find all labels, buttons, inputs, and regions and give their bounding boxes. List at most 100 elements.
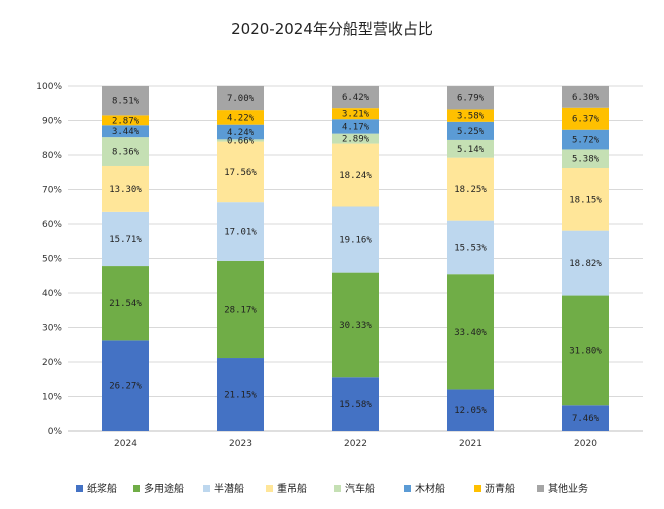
bar-segment [332,272,379,378]
data-label: 17.56% [224,168,257,178]
data-label: 21.15% [224,391,257,401]
y-tick-label: 60% [42,220,62,230]
bar-segment [102,125,149,138]
legend-swatch [404,485,411,492]
y-tick-label: 70% [42,186,62,196]
bar-segment [217,141,264,203]
bar-segment [332,206,379,273]
bar-segment [217,358,264,431]
y-tick-label: 0% [48,427,63,437]
y-tick-label: 40% [42,289,62,299]
y-tick-label: 20% [42,358,62,368]
data-label: 28.17% [224,305,257,315]
bar-segment [562,149,609,169]
bar-segment [447,274,494,390]
bar-segment [217,139,264,142]
data-label: 12.05% [454,406,487,416]
bar-segment [562,129,609,150]
data-label: 5.25% [457,127,485,137]
bar-segment [102,340,149,431]
data-label: 13.30% [109,185,142,195]
bar-segment [332,377,379,431]
bar-segment [562,295,609,406]
bar-segment [332,108,379,120]
bar-segment [447,157,494,221]
data-label: 5.14% [457,145,485,155]
bar-segment [562,86,609,108]
data-label: 5.72% [572,136,600,146]
bar-segment [332,133,379,144]
bar-segment [562,107,609,130]
bar-segment [217,110,264,125]
data-label: 3.44% [112,127,140,137]
data-label: 4.17% [342,122,370,132]
bar-segment [102,86,149,116]
data-label: 5.38% [572,155,600,165]
bar-segment [332,143,379,207]
legend-swatch [133,485,140,492]
data-label: 0.66% [227,136,255,146]
bar-segment [562,230,609,296]
bar-segment [447,139,494,158]
legend-label: 纸浆船 [87,482,117,495]
data-label: 15.58% [339,400,372,410]
x-tick-label: 2022 [344,439,367,449]
data-label: 19.16% [339,236,372,246]
data-label: 7.46% [572,414,600,424]
legend-label: 半潜船 [214,482,244,495]
y-tick-label: 50% [42,255,62,265]
y-tick-label: 10% [42,393,62,403]
bar-segment [447,220,494,275]
data-label: 33.40% [454,328,487,338]
data-label: 15.53% [454,243,487,253]
legend-label: 其他业务 [548,482,588,495]
data-label: 3.58% [457,112,485,122]
bar-segment [447,389,494,431]
data-label: 30.33% [339,321,372,331]
legend-label: 木材船 [415,482,445,495]
y-tick-label: 100% [36,82,62,92]
legend-label: 多用途船 [144,482,184,495]
data-label: 3.21% [342,110,370,120]
data-label: 18.24% [339,171,372,181]
bar-segment [102,115,149,126]
bar-segment [447,121,494,140]
data-label: 8.36% [112,148,140,158]
bar-segment [562,405,609,431]
x-tick-label: 2020 [574,439,597,449]
x-tick-label: 2021 [459,439,482,449]
data-label: 4.22% [227,113,255,123]
data-label: 2.87% [112,116,140,126]
data-label: 6.37% [572,115,600,125]
data-label: 6.79% [457,94,485,104]
data-label: 4.24% [227,128,255,138]
legend-label: 重吊船 [277,482,307,495]
legend-swatch [266,485,273,492]
bar-segment [217,202,264,261]
x-tick-label: 2023 [229,439,252,449]
bar-segment [217,124,264,140]
bar-segment [102,137,149,166]
y-tick-label: 90% [42,117,62,127]
legend-swatch [203,485,210,492]
data-label: 6.42% [342,93,370,103]
data-label: 15.71% [109,235,142,245]
y-tick-label: 30% [42,324,62,334]
bar-segment [102,211,149,267]
legend-swatch [474,485,481,492]
data-label: 21.54% [109,299,142,309]
bar-segment [447,109,494,122]
data-label: 18.15% [569,195,602,205]
bar-segment [332,86,379,109]
data-label: 18.82% [569,259,602,269]
legend-swatch [334,485,341,492]
data-label: 26.27% [109,382,142,392]
x-tick-label: 2024 [114,439,137,449]
data-label: 7.00% [227,94,255,104]
legend-swatch [537,485,544,492]
legend-label: 汽车船 [345,482,375,495]
chart-title: 2020-2024年分船型营收占比 [231,20,433,38]
legend-swatch [76,485,83,492]
bar-segment [562,168,609,231]
